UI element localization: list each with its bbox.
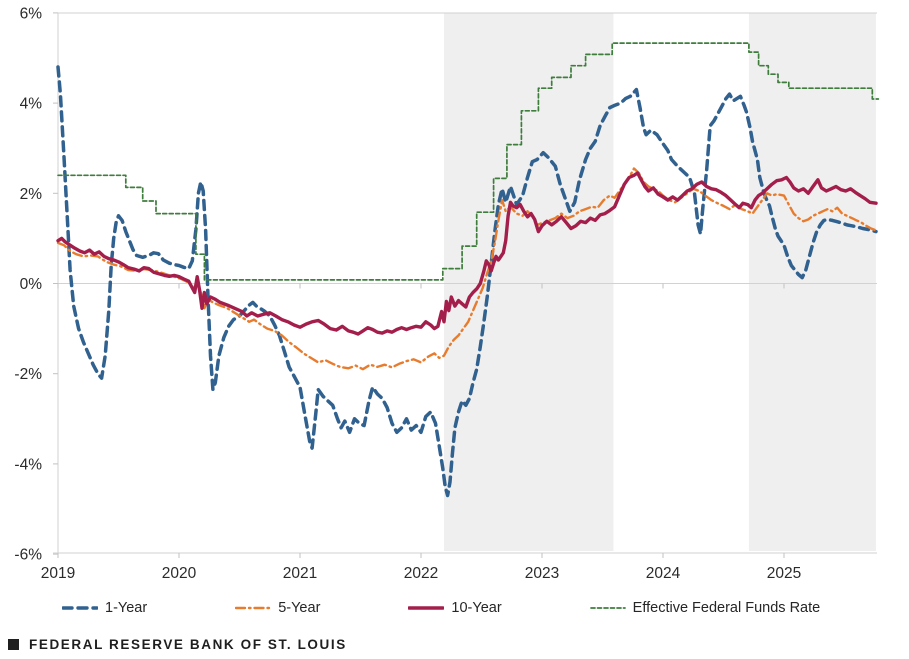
- y-tick-label: -4%: [14, 456, 42, 473]
- legend-item-5-year: 5-Year: [235, 600, 320, 616]
- x-tick-label: 2022: [404, 565, 438, 582]
- legend-swatch-icon: [408, 606, 445, 610]
- legend-swatch-icon: [62, 606, 98, 610]
- y-tick-label: -2%: [14, 366, 42, 383]
- chart-legend: 1-Year 5-Year 10-Year Effective Federal Fun…: [0, 597, 909, 619]
- legend-swatch-icon: [589, 607, 626, 609]
- series-line-10-year: [56, 171, 878, 336]
- source-label: FEDERAL RESERVE BANK OF ST. LOUIS: [29, 637, 347, 652]
- chart-canvas: 6% 4% 2% 0% -2% -4% -6%2019 2020 2021 2022 2023 202…: [14, 5, 880, 582]
- legend-label: 10-Year: [451, 600, 502, 616]
- x-tick-label: 2019: [41, 565, 75, 582]
- highlight-band-1: [443, 13, 614, 551]
- x-tick-label: 2023: [525, 565, 559, 582]
- y-tick-label: 4%: [20, 96, 43, 113]
- legend-item-10-year: 10-Year: [408, 600, 502, 616]
- series-line-effective-federal-funds-rate: [57, 42, 880, 281]
- legend-swatch-icon: [235, 606, 272, 610]
- source-footer: FEDERAL RESERVE BANK OF ST. LOUIS: [8, 637, 347, 652]
- legend-label: 5-Year: [278, 600, 321, 616]
- fred-logo-square-icon: [8, 639, 19, 650]
- legend-item-effective-federal-funds-rate: Effective Federal Funds Rate: [589, 600, 821, 616]
- x-tick-label: 2025: [767, 565, 801, 582]
- legend-item-1-year: 1-Year: [62, 600, 147, 616]
- legend-label: Effective Federal Funds Rate: [632, 600, 821, 616]
- y-tick-label: 0%: [20, 276, 43, 293]
- x-tick-label: 2021: [283, 565, 317, 582]
- series-line-1-year: [56, 65, 878, 498]
- x-tick-label: 2020: [162, 565, 197, 582]
- y-tick-label: 6%: [20, 5, 43, 22]
- y-tick-label: 2%: [20, 186, 43, 203]
- highlight-band-2: [748, 13, 876, 551]
- x-tick-label: 2024: [646, 565, 681, 582]
- y-tick-label: -6%: [14, 547, 42, 564]
- series-line-5-year: [56, 167, 878, 371]
- legend-label: 1-Year: [105, 600, 148, 616]
